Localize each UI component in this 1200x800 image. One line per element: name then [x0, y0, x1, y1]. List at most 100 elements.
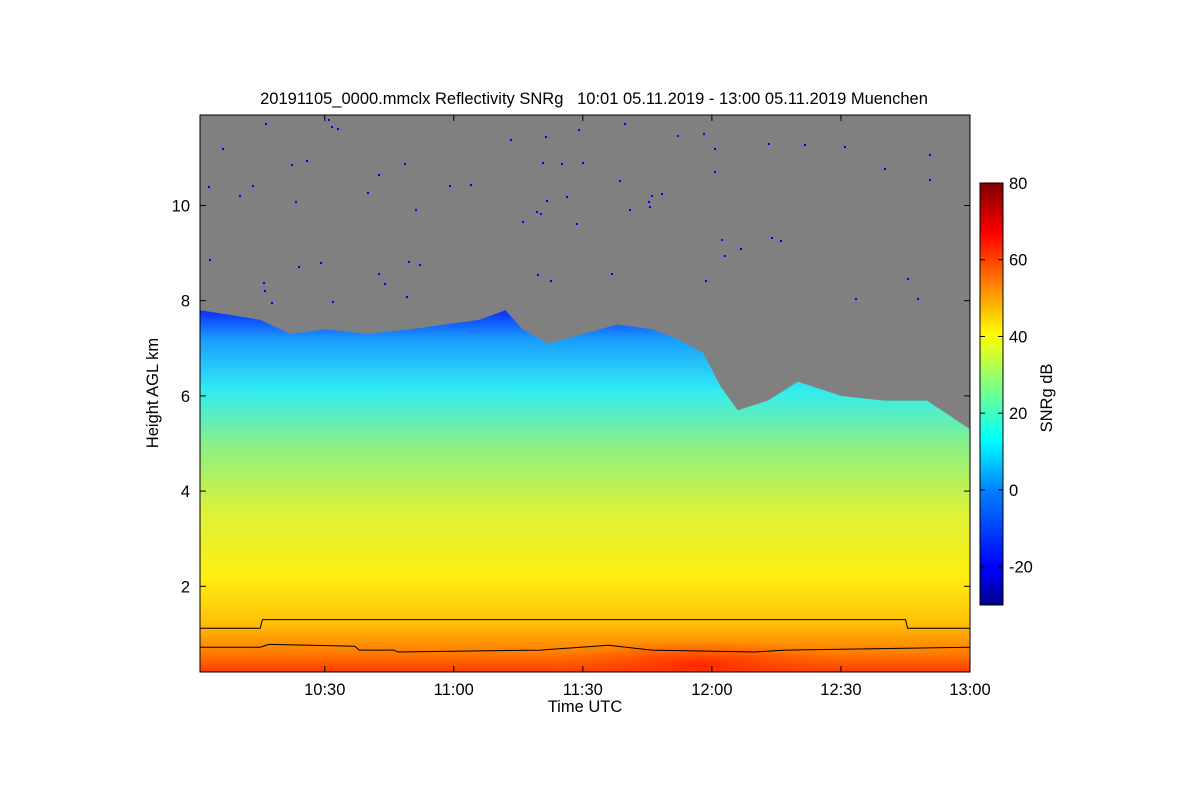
noise-dot	[540, 213, 542, 215]
x-tick-label: 12:00	[691, 681, 732, 699]
colorbar-tick-label: 60	[1009, 252, 1027, 270]
noise-dot	[804, 144, 806, 146]
y-axis-label: Height AGL km	[144, 338, 162, 448]
colorbar-tick-label: 40	[1009, 328, 1027, 346]
noise-dot	[546, 200, 548, 202]
noise-dot	[561, 163, 563, 165]
noise-dot	[306, 160, 308, 162]
noise-dot	[542, 162, 544, 164]
noise-dot	[624, 123, 626, 125]
noise-dot	[929, 179, 931, 181]
noise-dot	[740, 248, 742, 250]
noise-dot	[298, 266, 300, 268]
noise-dot	[771, 237, 773, 239]
noise-dot	[208, 186, 210, 188]
y-tick-label: 8	[181, 293, 190, 311]
noise-dot	[648, 201, 650, 203]
colorbar-tick-label: 0	[1009, 482, 1018, 500]
noise-dot	[855, 298, 857, 300]
noise-dot	[337, 128, 339, 130]
noise-dot	[884, 168, 886, 170]
colorbar-gradient	[979, 182, 1004, 606]
noise-dot	[320, 262, 322, 264]
noise-dot	[566, 196, 568, 198]
noise-dot	[651, 195, 653, 197]
noise-dot	[406, 296, 408, 298]
noise-dots	[208, 119, 931, 304]
noise-dot	[222, 148, 224, 150]
y-tick-label: 2	[181, 578, 190, 596]
colorbar-label: SNRg dB	[1038, 364, 1056, 433]
noise-dot	[271, 302, 273, 304]
noise-dot	[328, 119, 330, 121]
noise-dot	[649, 206, 651, 208]
noise-dot	[929, 154, 931, 156]
noise-dot	[907, 278, 909, 280]
noise-dot	[705, 280, 707, 282]
noise-dot	[780, 240, 782, 242]
noise-dot	[291, 164, 293, 166]
x-tick-label: 10:30	[304, 681, 345, 699]
noise-dot	[384, 283, 386, 285]
noise-dot	[721, 239, 723, 241]
noise-dot	[404, 163, 406, 165]
colorbar-tick-label: 20	[1009, 405, 1027, 423]
noise-dot	[295, 201, 297, 203]
noise-dot	[714, 148, 716, 150]
noise-dot	[536, 211, 538, 213]
noise-dot	[209, 259, 211, 261]
noise-dot	[265, 123, 267, 125]
upper-boundary-line	[200, 619, 970, 629]
plot-area	[200, 115, 970, 672]
noise-dot	[367, 192, 369, 194]
noise-dot	[522, 221, 524, 223]
noise-dot	[264, 290, 266, 292]
noise-dot	[629, 209, 631, 211]
lower-boundary-line	[200, 643, 970, 653]
x-axis-label: Time UTC	[548, 698, 623, 716]
noise-dot	[619, 180, 621, 182]
noise-dot	[331, 126, 333, 128]
noise-dot	[917, 298, 919, 300]
noise-dot	[545, 136, 547, 138]
y-axis: 2 4 6 8 10	[172, 197, 970, 596]
x-axis: 10:30 11:00 11:30 12:00 12:30 13:00	[304, 115, 991, 699]
y-tick-label: 4	[181, 483, 190, 501]
noise-dot	[550, 280, 552, 282]
noise-dot	[263, 282, 265, 284]
cloud-signal-field	[200, 310, 970, 672]
plot-frame	[199, 114, 971, 673]
colorbar-tick-label: 80	[1009, 175, 1027, 193]
x-tick-label: 11:00	[434, 681, 474, 699]
noise-dot	[239, 195, 241, 197]
noise-dot	[415, 209, 417, 211]
noise-dot	[510, 139, 512, 141]
noise-dot	[378, 174, 380, 176]
noise-dot	[677, 135, 679, 137]
noise-dot	[449, 185, 451, 187]
noise-dot	[724, 255, 726, 257]
noise-dot	[408, 261, 410, 263]
noise-dot	[332, 301, 334, 303]
noise-dot	[611, 273, 613, 275]
noise-dot	[661, 193, 663, 195]
colorbar: -20 0 20 40 60 80 SNRg dB	[979, 175, 1056, 606]
noise-dot	[470, 184, 472, 186]
noise-dot	[582, 162, 584, 164]
noise-dot	[844, 146, 846, 148]
noise-dot	[419, 264, 421, 266]
noise-dot	[714, 171, 716, 173]
noise-dot	[252, 185, 254, 187]
noise-dot	[537, 274, 539, 276]
x-tick-label: 13:00	[949, 681, 990, 699]
colorbar-tick-label: -20	[1009, 559, 1033, 577]
y-tick-label: 6	[181, 388, 190, 406]
x-tick-label: 11:30	[563, 681, 603, 699]
x-tick-label: 12:30	[820, 681, 861, 699]
chart-title: 20191105_0000.mmclx Reflectivity SNRg 10…	[260, 90, 928, 108]
noise-dot	[378, 273, 380, 275]
noise-dot	[768, 143, 770, 145]
colorbar-ticks: -20 0 20 40 60 80	[980, 175, 1033, 577]
noise-dot	[576, 223, 578, 225]
